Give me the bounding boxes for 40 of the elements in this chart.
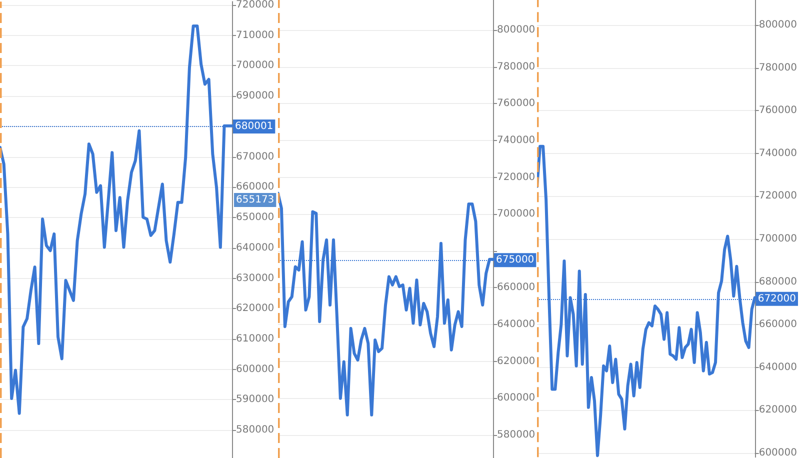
y-tick-label: 800000 (497, 24, 536, 36)
y-tick-label: 740000 (497, 134, 536, 146)
y-tick-label: 680000 (758, 276, 798, 288)
y-tick-label: 720000 (758, 190, 798, 202)
y-tick-label: 700000 (497, 208, 536, 220)
ref-line-label: 675000 (496, 254, 534, 266)
y-tick-label: 690000 (236, 90, 274, 102)
y-tick-label: 600000 (497, 392, 536, 404)
y-tick-label: 580000 (236, 424, 274, 436)
y-tick-label: 610000 (236, 333, 274, 344)
y-tick-label: 800000 (758, 20, 798, 31)
y-tick-label: 620000 (236, 303, 274, 314)
y-tick-label: 660000 (236, 182, 274, 193)
y-tick-label: 760000 (758, 105, 798, 116)
y-tick-label: 660000 (497, 282, 536, 294)
y-tick-label: 640000 (497, 319, 536, 330)
y-tick-label: 580000 (497, 429, 536, 440)
y-tick-label: 720000 (236, 0, 274, 10)
y-tick-label: 660000 (758, 319, 798, 330)
y-tick-label: 710000 (236, 30, 274, 41)
y-tick-label: 780000 (758, 62, 798, 74)
y-tick-label: 590000 (236, 394, 274, 406)
y-tick-label: 670000 (236, 151, 274, 162)
y-tick-label: 620000 (758, 404, 798, 416)
y-tick-label: 640000 (236, 242, 274, 254)
y-tick-label: 740000 (758, 148, 798, 159)
ref-line-label: 680001 (235, 120, 274, 132)
y-tick-label: 720000 (497, 172, 536, 183)
ref-line-label: 672000 (758, 293, 796, 304)
y-tick-label: 640000 (758, 362, 798, 373)
y-tick-label: 600000 (758, 448, 798, 458)
y-tick-label: 620000 (497, 356, 536, 367)
y-tick-label: 760000 (497, 98, 536, 110)
y-tick-label: 780000 (497, 61, 536, 72)
y-tick-label: 700000 (236, 60, 274, 72)
text: 655173 (236, 194, 274, 206)
y-tick-label: 600000 (236, 364, 274, 375)
y-tick-label: 650000 (236, 212, 274, 224)
y-tick-label: 630000 (236, 272, 274, 284)
y-tick-label: 700000 (758, 234, 798, 245)
